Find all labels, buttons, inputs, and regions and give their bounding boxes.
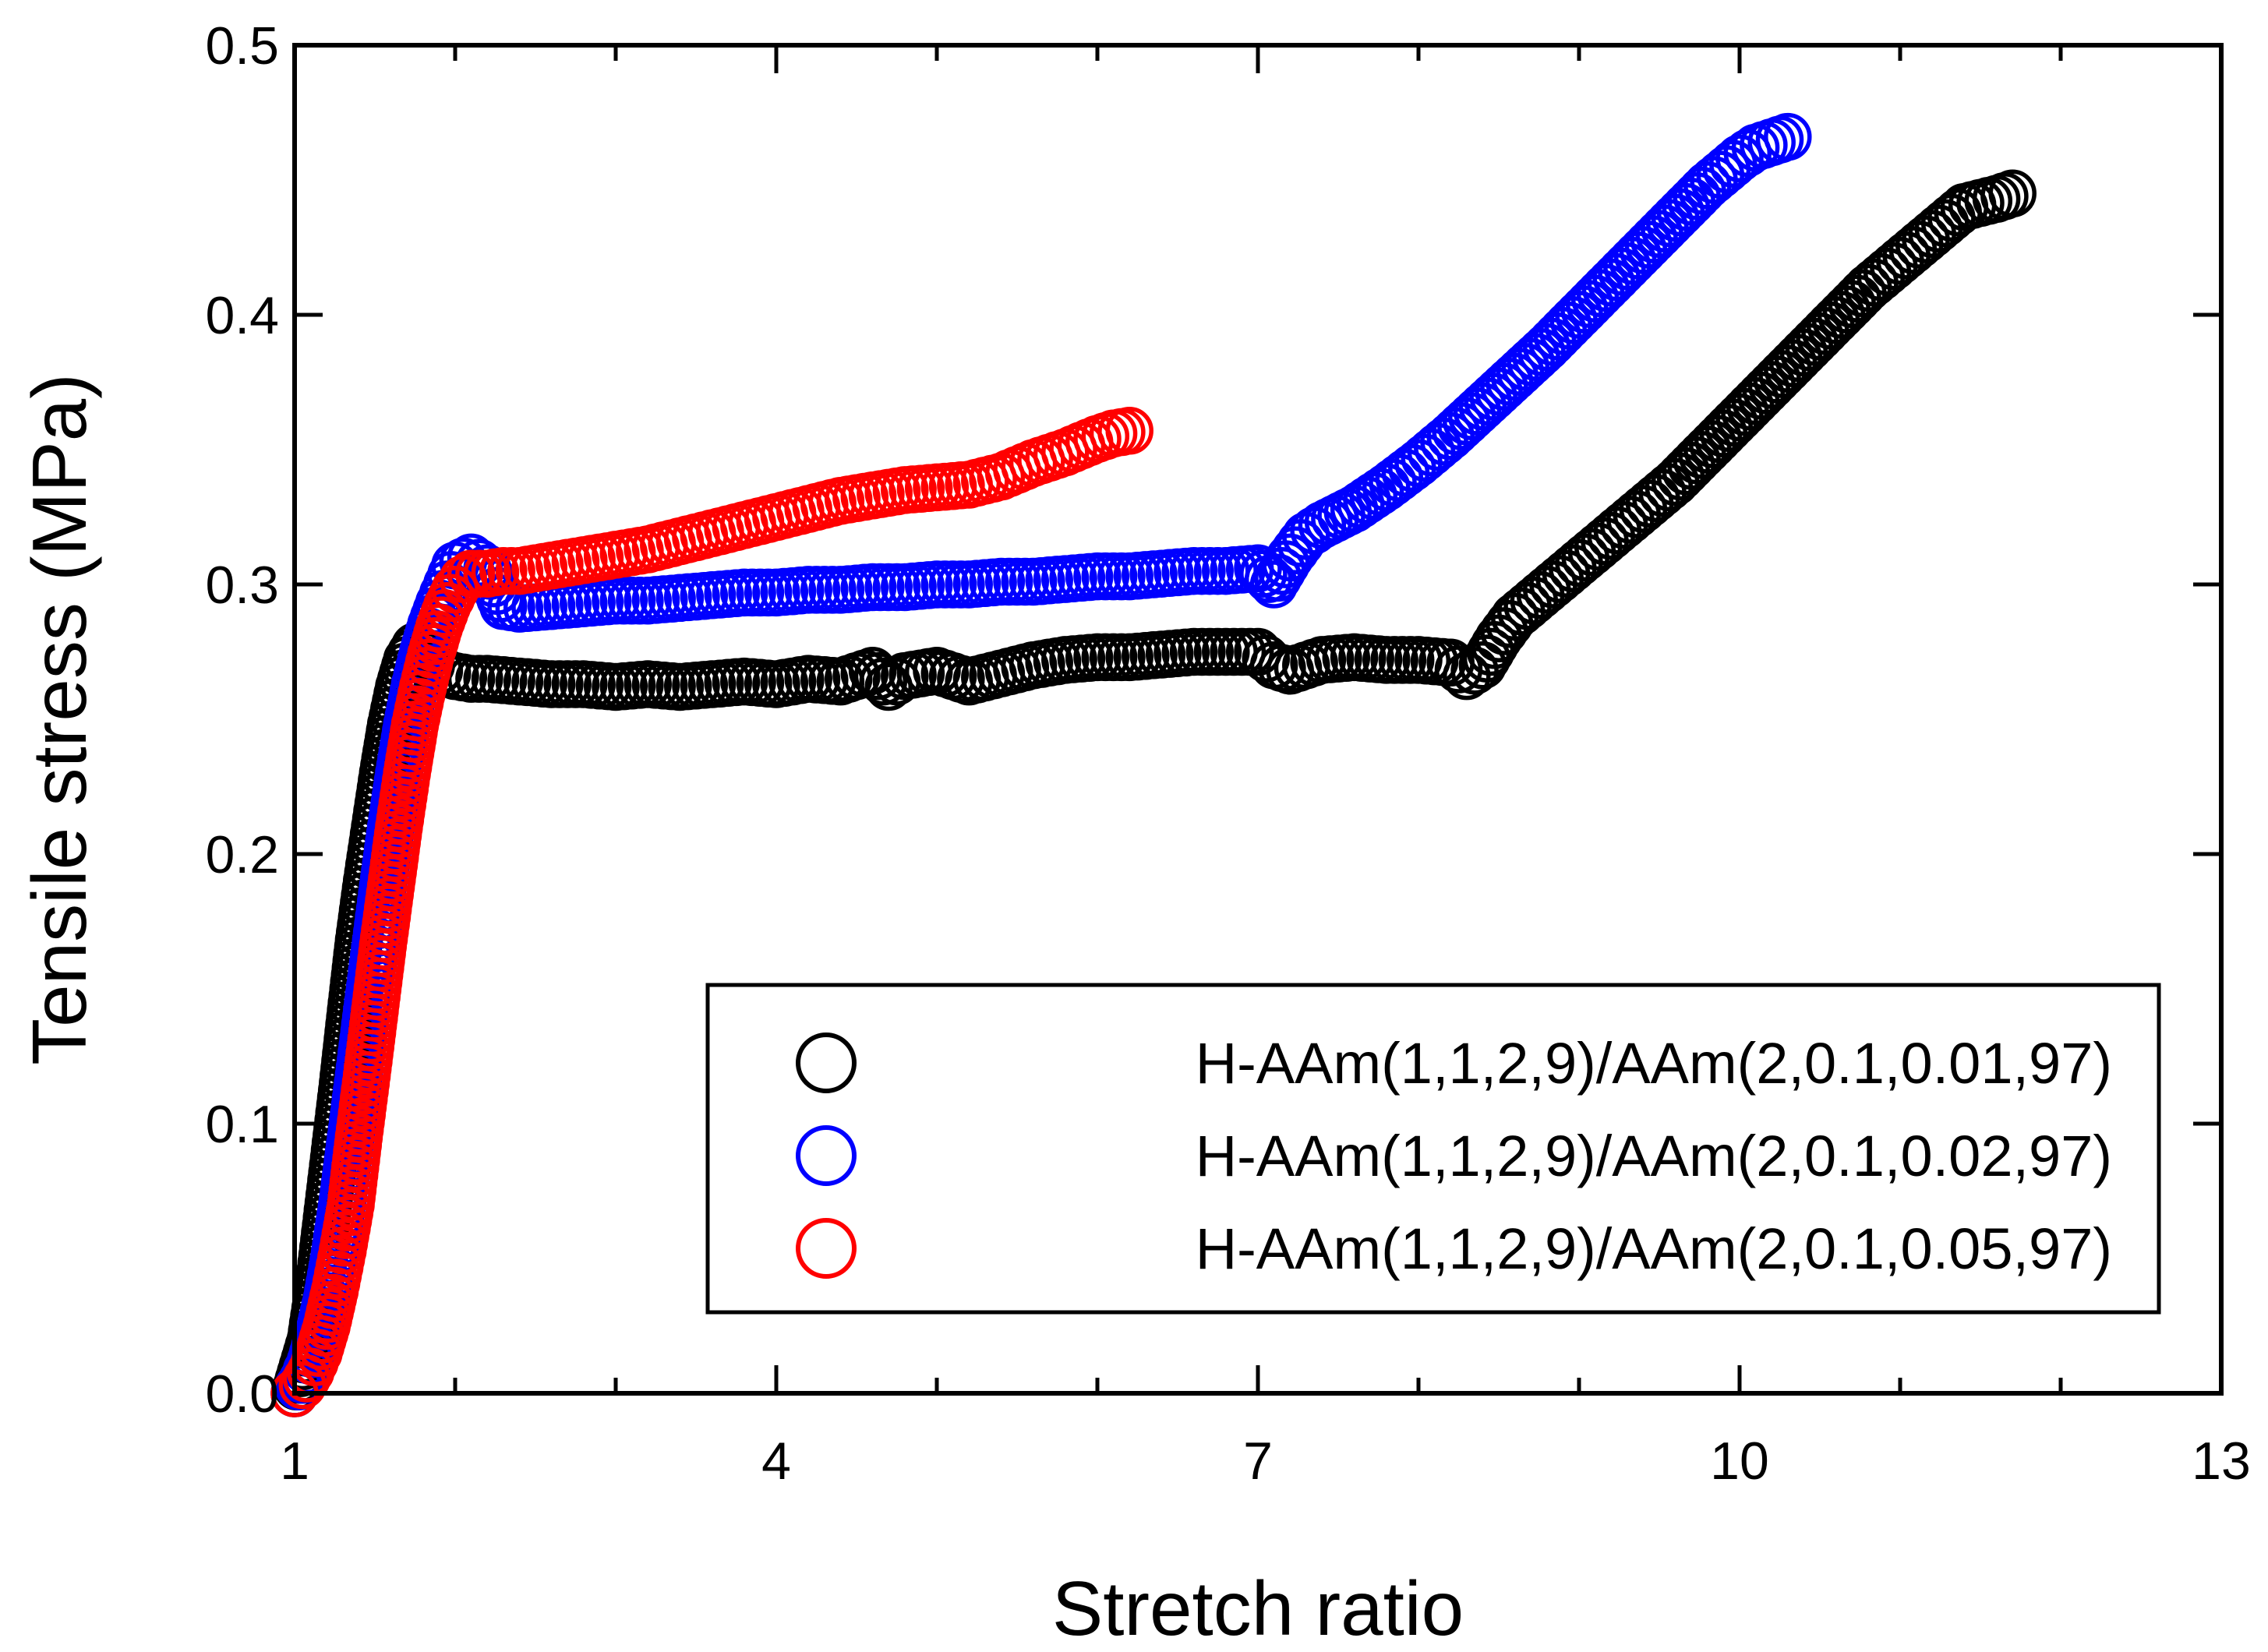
x-tick-label: 7	[1243, 1431, 1273, 1491]
legend: H-AAm(1,1,2,9)/AAm(2,0.1,0.01,97) H-AAm(1…	[705, 983, 2161, 1315]
y-tick-label: 0.5	[205, 16, 279, 76]
data-point	[1715, 134, 1764, 183]
data-point	[1764, 112, 1812, 161]
plot-markers	[270, 112, 2037, 1417]
x-axis-title: Stretch ratio	[1052, 1566, 1464, 1651]
data-point	[1988, 169, 2037, 218]
x-tick-label: 13	[2192, 1431, 2251, 1491]
legend-marker	[796, 1032, 857, 1093]
y-tick-label: 0.3	[205, 556, 279, 615]
y-tick-label: 0.4	[205, 286, 279, 345]
data-point	[848, 646, 897, 695]
legend-item: H-AAm(1,1,2,9)/AAm(2,0.1,0.01,97)	[796, 1031, 2112, 1096]
data-point	[431, 566, 479, 614]
legend-label: H-AAm(1,1,2,9)/AAm(2,0.1,0.01,97)	[1196, 1031, 2112, 1096]
y-tick-label: 0.0	[205, 1364, 279, 1424]
legend-marker	[796, 1218, 857, 1279]
axis-ticks	[292, 43, 2224, 1396]
x-tick-label: 1	[280, 1431, 309, 1491]
legend-item: H-AAm(1,1,2,9)/AAm(2,0.1,0.05,97)	[796, 1216, 2112, 1281]
x-tick-label: 10	[1710, 1431, 1769, 1491]
legend-label: H-AAm(1,1,2,9)/AAm(2,0.1,0.02,97)	[1196, 1124, 2112, 1188]
y-tick-label: 0.2	[205, 825, 279, 884]
y-tick-label: 0.1	[205, 1095, 279, 1154]
y-axis-title: Tensile stress (MPa)	[16, 373, 102, 1065]
legend-item: H-AAm(1,1,2,9)/AAm(2,0.1,0.02,97)	[796, 1124, 2112, 1188]
legend-label: H-AAm(1,1,2,9)/AAm(2,0.1,0.05,97)	[1196, 1216, 2112, 1281]
legend-box	[705, 983, 2161, 1315]
legend-marker	[796, 1125, 857, 1186]
series-3	[270, 407, 1153, 1417]
data-point	[859, 657, 908, 706]
data-point	[278, 1361, 327, 1410]
x-tick-label: 4	[761, 1431, 791, 1491]
data-point	[1105, 407, 1153, 455]
axis-tick-labels: 1 4 7 10 13 0.0 0.1 0.2 0.3 0.4 0.5	[205, 16, 2250, 1491]
